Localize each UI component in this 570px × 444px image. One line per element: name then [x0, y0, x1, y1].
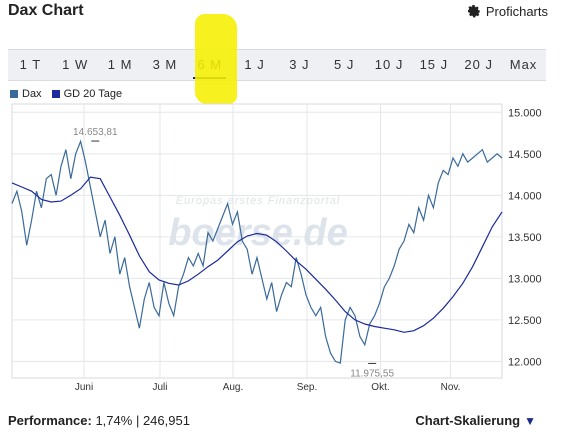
tab-10j[interactable]: 10 J	[374, 57, 404, 72]
tab-max[interactable]: Max	[509, 57, 538, 72]
chart-legend: Dax GD 20 Tage	[10, 88, 122, 100]
tab-3m[interactable]: 3 M	[152, 57, 178, 72]
x-tick-label: Nov.	[441, 382, 461, 393]
performance-label: Performance:	[8, 413, 92, 428]
gear-icon	[467, 5, 480, 18]
watermark-tagline: Europas erstes Finanzportal	[176, 195, 341, 207]
watermark-logo: boerse.de	[168, 212, 348, 254]
performance-summary: Performance: 1,74% | 246,951	[8, 413, 190, 428]
legend-label-gd20: GD 20 Tage	[63, 88, 123, 100]
y-tick-label: 15.000	[508, 107, 542, 119]
tab-1m[interactable]: 1 M	[107, 57, 133, 72]
x-tick-label: Juni	[75, 382, 93, 393]
x-tick-label: Sep.	[297, 382, 318, 393]
tab-3j[interactable]: 3 J	[289, 57, 310, 72]
yellow-highlight-mark	[195, 14, 237, 104]
tab-1t[interactable]: 1 T	[19, 57, 42, 72]
series-line-gd20	[11, 176, 503, 333]
triangle-down-icon: ▼	[524, 414, 536, 428]
annotation-high: 14.653,81	[73, 127, 118, 138]
tab-20j[interactable]: 20 J	[464, 57, 493, 72]
y-tick-label: 12.500	[508, 315, 542, 327]
chart-scaling-label: Chart-Skalierung	[415, 413, 521, 428]
proficharts-link[interactable]: Proficharts	[467, 4, 548, 19]
x-tick-label: Juli	[152, 382, 167, 393]
performance-value: 1,74%	[95, 413, 133, 428]
tab-5j[interactable]: 5 J	[334, 57, 355, 72]
page-title: Dax Chart	[8, 2, 84, 19]
legend-label-dax: Dax	[22, 88, 42, 100]
y-tick-label: 14.500	[508, 149, 542, 161]
x-tick-label: Aug.	[223, 382, 244, 393]
y-tick-label: 13.000	[508, 273, 542, 285]
y-tick-label: 12.000	[508, 356, 542, 368]
tab-15j[interactable]: 15 J	[419, 57, 449, 72]
y-tick-label: 13.500	[508, 232, 542, 244]
plot-area	[11, 103, 503, 379]
legend-item-gd20: GD 20 Tage	[51, 88, 123, 100]
series-line-dax	[11, 139, 503, 364]
performance-separator: |	[135, 413, 140, 428]
x-tick-label: Okt.	[371, 382, 389, 393]
performance-points: 246,951	[142, 413, 190, 428]
tab-1j[interactable]: 1 J	[244, 57, 265, 72]
y-tick-label: 14.000	[508, 190, 542, 202]
chart-scaling-dropdown[interactable]: Chart-Skalierung ▼	[415, 413, 536, 428]
proficharts-label: Proficharts	[485, 4, 548, 19]
tab-1w[interactable]: 1 W	[62, 57, 89, 72]
annotation-low: 11.975,55	[350, 368, 394, 379]
legend-item-dax: Dax	[10, 88, 42, 100]
